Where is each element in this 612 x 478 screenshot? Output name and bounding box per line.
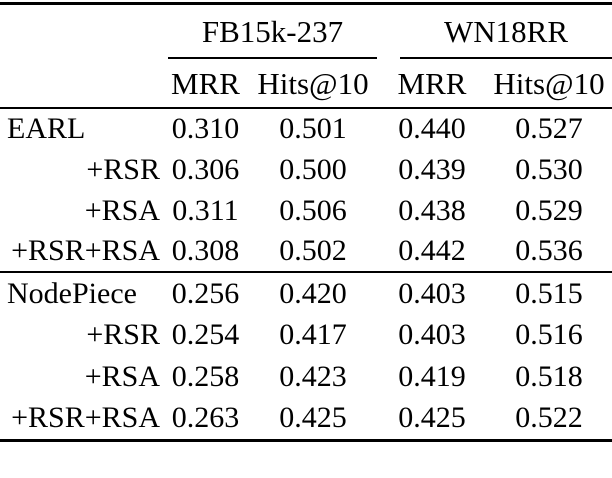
paper-results-figure: FB15k-237 WN18RR MRR Hits@10 MRR Hits@10… xyxy=(0,2,612,442)
metric-value: 0.518 xyxy=(515,360,583,393)
table-row: +RSR 0.254 0.417 0.403 0.516 xyxy=(0,314,612,356)
metric-value: 0.403 xyxy=(398,318,466,351)
metric-value: 0.530 xyxy=(515,152,583,186)
metric-value: 0.501 xyxy=(279,112,347,145)
dataset-group-header-row: FB15k-237 WN18RR xyxy=(0,4,612,60)
metric-value: 0.310 xyxy=(171,112,240,145)
column-group-wn18rr: WN18RR xyxy=(378,4,612,59)
earl-block: EARL 0.310 0.501 0.440 0.527 +RSR 0.306 … xyxy=(0,108,612,272)
metric-value: 0.403 xyxy=(378,271,486,314)
metric-value: 0.529 xyxy=(515,193,583,227)
metric-value: 0.442 xyxy=(398,234,466,267)
metric-value: 0.256 xyxy=(163,271,248,314)
col-header-fb-hits10: Hits@10 xyxy=(248,59,378,109)
variant-label: +RSR xyxy=(86,152,160,186)
column-group-fb15k-237: FB15k-237 xyxy=(163,4,378,59)
metric-value: 0.438 xyxy=(398,193,466,227)
metric-value: 0.308 xyxy=(171,234,240,267)
metric-value: 0.506 xyxy=(279,193,347,227)
metric-value: 0.522 xyxy=(515,401,583,435)
variant-label: +RSR+RSA xyxy=(11,234,160,267)
table-row: EARL 0.310 0.501 0.440 0.527 xyxy=(0,108,612,149)
metric-value: 0.536 xyxy=(515,234,583,267)
metric-value: 0.254 xyxy=(171,318,240,351)
metric-value: 0.311 xyxy=(172,193,239,227)
table-row: +RSR+RSA 0.263 0.425 0.425 0.522 xyxy=(0,398,612,440)
metric-value: 0.516 xyxy=(515,318,583,351)
model-label: NodePiece xyxy=(0,271,163,314)
table-row: NodePiece 0.256 0.420 0.403 0.515 xyxy=(0,271,612,314)
table-row: +RSR 0.306 0.500 0.439 0.530 xyxy=(0,149,612,190)
metric-value: 0.439 xyxy=(398,152,466,186)
label-column-spacer xyxy=(0,59,163,109)
col-header-wn-hits10: Hits@10 xyxy=(486,59,612,109)
metric-value: 0.500 xyxy=(279,152,347,186)
metric-value: 0.502 xyxy=(279,234,347,267)
variant-label: +RSA xyxy=(84,360,160,393)
results-table: FB15k-237 WN18RR MRR Hits@10 MRR Hits@10… xyxy=(0,2,612,442)
metric-value: 0.419 xyxy=(398,360,466,393)
nodepiece-block: NodePiece 0.256 0.420 0.403 0.515 +RSR 0… xyxy=(0,271,612,440)
metric-value: 0.440 xyxy=(398,112,466,145)
metric-value: 0.263 xyxy=(171,401,240,435)
metric-value: 0.527 xyxy=(515,112,583,145)
metric-value: 0.417 xyxy=(279,318,347,351)
metric-value: 0.420 xyxy=(248,271,378,314)
metric-value: 0.425 xyxy=(398,401,466,435)
model-label: EARL xyxy=(7,112,86,145)
metric-value: 0.423 xyxy=(279,360,347,393)
table-row: +RSR+RSA 0.308 0.502 0.442 0.536 xyxy=(0,231,612,272)
table-row: +RSA 0.258 0.423 0.419 0.518 xyxy=(0,356,612,398)
col-header-fb-mrr: MRR xyxy=(163,59,248,109)
dataset-header-wn18rr: WN18RR xyxy=(400,5,612,59)
dataset-header-fb15k-237: FB15k-237 xyxy=(168,5,377,59)
metric-header-row: MRR Hits@10 MRR Hits@10 xyxy=(0,59,612,109)
metric-value: 0.306 xyxy=(171,152,240,186)
metric-value: 0.258 xyxy=(171,360,240,393)
label-column-spacer xyxy=(0,4,163,60)
variant-label: +RSR+RSA xyxy=(11,401,160,435)
variant-label: +RSR xyxy=(86,318,160,351)
metric-value: 0.515 xyxy=(486,271,612,314)
metric-value: 0.425 xyxy=(279,401,347,435)
col-header-wn-mrr: MRR xyxy=(378,59,486,109)
table-row: +RSA 0.311 0.506 0.438 0.529 xyxy=(0,190,612,231)
variant-label: +RSA xyxy=(84,193,160,227)
